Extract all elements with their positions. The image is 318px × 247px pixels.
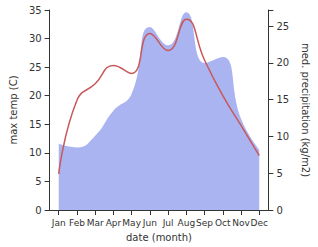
svg-text:Jul: Jul [162, 218, 174, 228]
svg-text:35: 35 [29, 5, 42, 16]
svg-text:Jun: Jun [142, 218, 157, 228]
svg-text:30: 30 [29, 33, 42, 44]
svg-text:10: 10 [276, 131, 289, 142]
svg-text:10: 10 [29, 147, 42, 158]
svg-text:Nov: Nov [232, 218, 250, 228]
svg-text:date (month): date (month) [126, 232, 192, 243]
svg-text:Sep: Sep [196, 218, 213, 228]
svg-text:Dec: Dec [251, 218, 268, 228]
svg-text:20: 20 [29, 90, 42, 101]
svg-text:Oct: Oct [215, 218, 231, 228]
svg-text:5: 5 [35, 176, 41, 187]
svg-text:25: 25 [29, 62, 42, 73]
svg-text:med. precipitation (kg/m2): med. precipitation (kg/m2) [300, 43, 311, 177]
svg-text:Apr: Apr [106, 218, 122, 228]
svg-text:max temp (C): max temp (C) [8, 75, 19, 144]
svg-text:0: 0 [35, 205, 41, 216]
svg-text:0: 0 [276, 205, 282, 216]
svg-text:Jan: Jan [51, 218, 66, 228]
svg-text:15: 15 [276, 94, 289, 105]
svg-text:Aug: Aug [178, 218, 196, 228]
svg-text:Feb: Feb [69, 218, 85, 228]
svg-text:20: 20 [276, 57, 289, 68]
svg-text:15: 15 [29, 119, 42, 130]
svg-text:May: May [122, 218, 141, 228]
svg-text:Mar: Mar [87, 218, 104, 228]
svg-text:25: 25 [276, 21, 289, 32]
svg-text:5: 5 [276, 168, 282, 179]
